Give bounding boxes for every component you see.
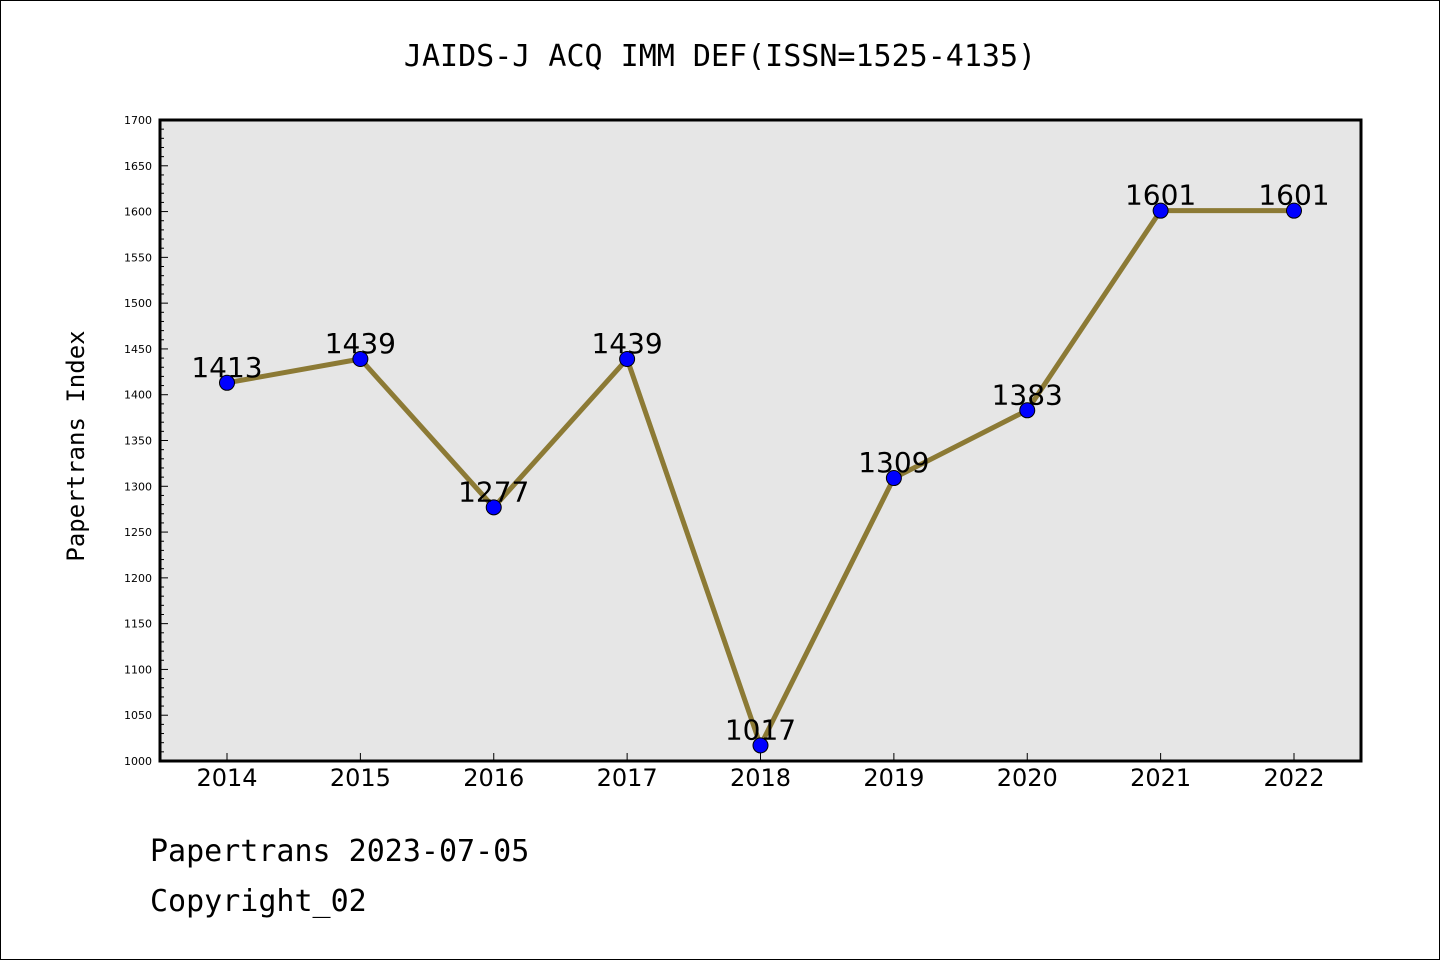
data-label: 1017 bbox=[725, 713, 796, 746]
x-tick-label: 2016 bbox=[463, 764, 524, 792]
data-point bbox=[352, 351, 369, 368]
data-label: 1439 bbox=[325, 327, 396, 360]
y-tick-label: 1650 bbox=[124, 160, 152, 173]
data-label: 1383 bbox=[992, 378, 1063, 411]
x-tick-label: 2021 bbox=[1130, 764, 1191, 792]
x-tick-label: 2020 bbox=[997, 764, 1058, 792]
y-tick-label: 1350 bbox=[124, 435, 152, 448]
data-label: 1439 bbox=[591, 327, 662, 360]
x-tick-label: 2014 bbox=[196, 764, 257, 792]
y-tick-label: 1450 bbox=[124, 343, 152, 356]
data-label: 1601 bbox=[1258, 179, 1329, 212]
plot-area bbox=[158, 118, 1363, 763]
data-point bbox=[1286, 202, 1302, 219]
y-tick-label: 1500 bbox=[124, 297, 152, 310]
data-point bbox=[1152, 202, 1169, 219]
y-tick-label: 1200 bbox=[124, 572, 152, 585]
data-labels: 1413 1439 1277 1439 1017 1309 1383 1601 1601 bbox=[191, 179, 1329, 747]
y-tick-label: 1050 bbox=[124, 709, 152, 722]
x-tick-label: 2018 bbox=[730, 764, 791, 792]
x-tick-label: 2022 bbox=[1263, 764, 1324, 792]
data-point bbox=[885, 470, 902, 487]
footer-copyright: Copyright_02 bbox=[150, 884, 367, 919]
x-tick-label: 2017 bbox=[597, 764, 658, 792]
data-point bbox=[219, 374, 235, 391]
y-tick-label: 1550 bbox=[124, 251, 152, 264]
y-tick-label: 1300 bbox=[124, 480, 152, 493]
x-axis-ticks: 2014 2015 2016 2017 2018 2019 2020 2021 2022 bbox=[196, 753, 1325, 792]
data-markers bbox=[219, 202, 1302, 754]
y-tick-label: 1000 bbox=[124, 755, 152, 768]
data-point bbox=[619, 351, 636, 368]
y-tick-label: 1400 bbox=[124, 389, 152, 402]
data-point bbox=[1019, 402, 1036, 419]
data-label: 1601 bbox=[1125, 179, 1196, 212]
data-label: 1413 bbox=[191, 351, 262, 384]
x-tick-label: 2019 bbox=[863, 764, 924, 792]
y-tick-label: 1700 bbox=[124, 114, 152, 127]
data-point bbox=[485, 499, 502, 516]
y-tick-label: 1100 bbox=[124, 663, 152, 676]
y-axis-ticks: 1000 1050 1100 1150 1200 1250 1300 1350 1400 1450… bbox=[124, 114, 168, 768]
y-tick-label: 1250 bbox=[124, 526, 152, 539]
y-tick-label: 1150 bbox=[124, 618, 152, 631]
data-label: 1309 bbox=[858, 446, 929, 479]
chart-title: JAIDS-J ACQ IMM DEF(ISSN=1525-4135) bbox=[404, 39, 1036, 74]
y-axis-label: Papertrans Index bbox=[62, 330, 90, 561]
y-tick-label: 1600 bbox=[124, 206, 152, 219]
footer-source: Papertrans 2023-07-05 bbox=[150, 834, 530, 869]
data-label: 1277 bbox=[458, 475, 529, 508]
x-tick-label: 2015 bbox=[330, 764, 391, 792]
data-point bbox=[752, 737, 769, 754]
